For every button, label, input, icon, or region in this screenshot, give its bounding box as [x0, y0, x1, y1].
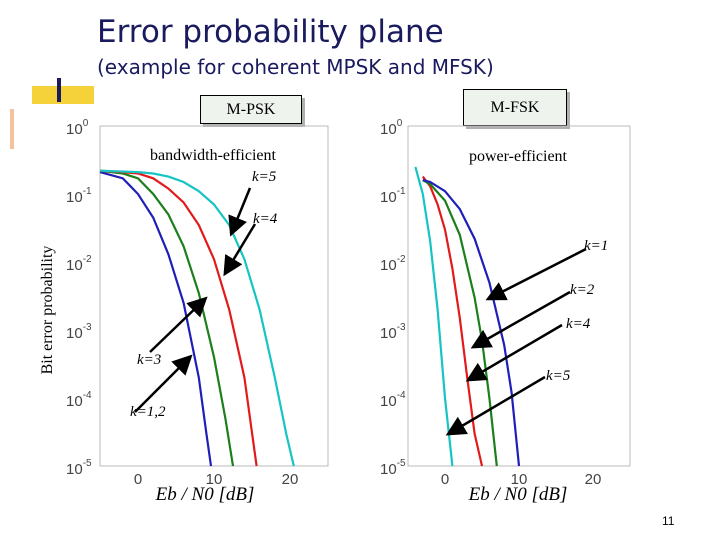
- y-tick-label: 100: [380, 118, 403, 138]
- annotation-fsk-k5: k=5: [546, 368, 571, 384]
- x-tick-label: 10: [206, 471, 223, 488]
- series-line: [421, 175, 484, 467]
- arrow-k5: [228, 187, 252, 237]
- x-tick-label: 20: [282, 471, 299, 488]
- series-line: [422, 179, 521, 467]
- x-tick-label: 10: [511, 471, 528, 488]
- x-tick-label: 20: [585, 471, 602, 488]
- series-line: [99, 169, 295, 467]
- y-tick-label: 10-3: [66, 322, 92, 342]
- annotation-fsk-k4: k=4: [566, 316, 591, 332]
- arrow-k12: [134, 354, 193, 413]
- y-tick-label: 10-2: [66, 254, 92, 274]
- mfsk-x-axis-label: Eb / N0 [dB]: [468, 484, 568, 505]
- accent-line: [57, 78, 61, 102]
- x-tick-label: 0: [441, 471, 449, 488]
- annotation-k12: k=1,2: [130, 404, 166, 420]
- mpsk-label: M-PSK: [226, 101, 276, 118]
- x-tick-label: 0: [134, 471, 142, 488]
- y-tick-label: 10-5: [66, 458, 92, 478]
- arrow-k5-fsk: [445, 375, 546, 436]
- y-tick-label: 10-5: [380, 458, 406, 478]
- y-tick-label: 10-4: [66, 390, 92, 410]
- series-line: [99, 171, 213, 467]
- annotation-fsk-k1: k=1: [584, 238, 608, 254]
- mfsk-plot-frame: [407, 125, 631, 467]
- annotation-fsk-k2: k=2: [570, 282, 595, 298]
- mpsk-x-axis-label: Eb / N0 [dB]: [155, 484, 255, 505]
- y-tick-label: 10-4: [380, 390, 406, 410]
- accent-bar-left: [10, 109, 14, 149]
- accent-bar: [32, 86, 94, 104]
- y-tick-label: 10-1: [66, 186, 92, 206]
- y-tick-label: 10-1: [380, 186, 406, 206]
- arrow-k4: [223, 223, 257, 277]
- y-tick-label: 10-2: [380, 254, 406, 274]
- arrow-k1: [485, 247, 587, 301]
- series-line: [99, 169, 258, 467]
- annotation-k5: k=5: [252, 169, 277, 185]
- slide-subtitle: (example for coherent MPSK and MFSK): [97, 55, 494, 79]
- mpsk-label-box: M-PSK: [200, 95, 302, 124]
- series-line: [422, 179, 498, 467]
- y-tick-label: 100: [66, 118, 89, 138]
- annotation-k4: k=4: [253, 211, 278, 227]
- mfsk-caption: power-efficient: [469, 148, 568, 165]
- arrow-k2: [470, 290, 571, 349]
- page-number: 11: [662, 514, 675, 528]
- series-line: [99, 169, 235, 467]
- mpsk-plot-frame: [99, 125, 329, 467]
- series-line: [414, 166, 454, 467]
- y-axis-label: Bit error probability: [39, 246, 56, 375]
- mpsk-caption: bandwidth-efficient: [150, 147, 276, 164]
- arrow-k3: [149, 296, 208, 353]
- arrow-k4-fsk: [465, 323, 563, 382]
- annotation-k3: k=3: [137, 352, 161, 368]
- mfsk-label: M-FSK: [490, 99, 540, 116]
- y-tick-label: 10-3: [380, 322, 406, 342]
- slide-title: Error probability plane: [97, 14, 444, 50]
